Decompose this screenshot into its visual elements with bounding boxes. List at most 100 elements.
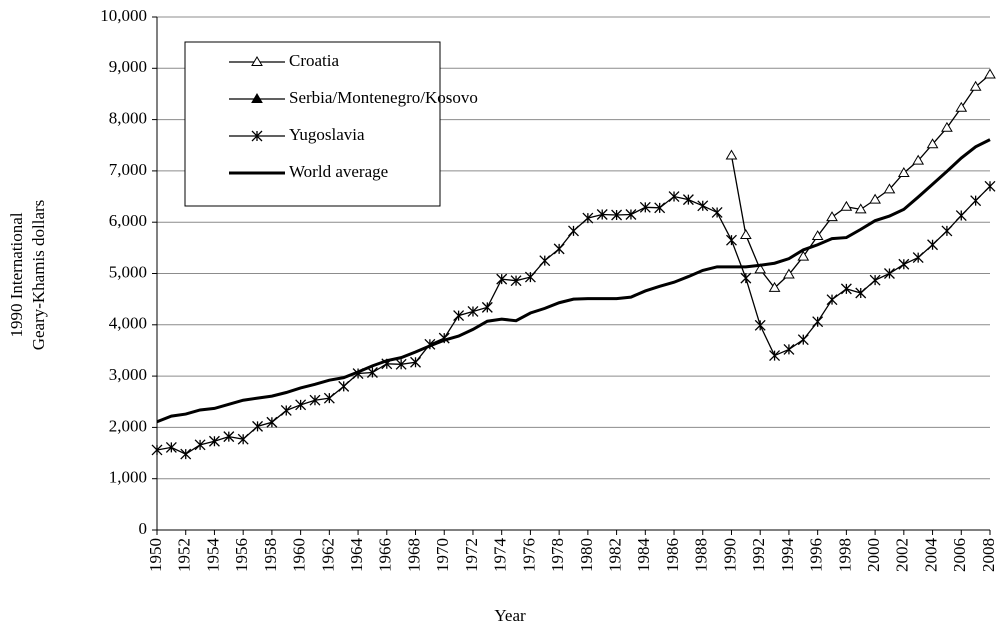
data-point xyxy=(252,420,263,432)
x-tick-label: 2002 xyxy=(893,538,912,572)
x-tick-label: 1992 xyxy=(749,538,768,572)
y-tick-label: 0 xyxy=(139,519,148,538)
data-point xyxy=(739,229,752,240)
data-point xyxy=(625,209,637,220)
y-tick-label: 7,000 xyxy=(109,160,147,179)
data-point xyxy=(783,343,795,355)
x-tick-label: 1974 xyxy=(491,538,510,573)
data-point xyxy=(668,191,680,203)
x-tick-label: 1984 xyxy=(634,538,653,573)
data-point xyxy=(883,183,896,194)
x-tick-label: 1996 xyxy=(807,538,826,572)
data-point xyxy=(941,225,953,237)
data-point xyxy=(280,405,292,416)
data-point xyxy=(926,138,939,149)
y-tick-label: 2,000 xyxy=(109,416,147,435)
legend-label: Serbia/Montenegro/Kosovo xyxy=(289,88,478,107)
data-point xyxy=(410,356,421,368)
data-point xyxy=(869,193,881,204)
data-point xyxy=(295,399,307,411)
data-point xyxy=(898,258,910,270)
data-point xyxy=(754,263,767,274)
data-point xyxy=(682,194,694,206)
data-point xyxy=(266,416,278,428)
data-point xyxy=(955,101,968,112)
y-axis-title: Geary-Khamis dollars xyxy=(29,200,48,351)
data-point xyxy=(208,435,220,447)
x-tick-label: 1986 xyxy=(663,538,682,572)
data-point xyxy=(711,206,723,218)
data-point xyxy=(151,444,163,456)
data-point xyxy=(165,441,177,453)
data-point xyxy=(927,239,939,251)
data-point xyxy=(309,394,321,406)
data-point xyxy=(797,334,809,346)
legend-label: Yugoslavia xyxy=(289,125,365,144)
data-point xyxy=(524,271,536,283)
y-tick-label: 1,000 xyxy=(109,468,147,487)
x-tick-label: 2006 xyxy=(950,538,969,572)
data-point xyxy=(797,250,810,261)
data-point xyxy=(395,358,407,370)
data-point xyxy=(496,273,508,285)
x-tick-label: 1962 xyxy=(318,538,337,572)
data-point xyxy=(596,209,608,220)
legend-label: World average xyxy=(289,162,388,181)
data-point xyxy=(740,272,752,284)
data-point xyxy=(897,166,910,177)
data-point xyxy=(180,448,192,460)
data-point xyxy=(726,234,737,246)
data-point xyxy=(510,275,522,287)
data-point xyxy=(654,202,666,214)
series-line xyxy=(730,73,991,289)
x-tick-label: 1976 xyxy=(519,538,538,572)
data-point xyxy=(970,195,982,207)
x-tick-label: 1968 xyxy=(404,538,423,572)
y-axis-title: 1990 International xyxy=(7,212,26,337)
x-tick-label: 1998 xyxy=(835,538,854,572)
y-tick-label: 6,000 xyxy=(109,211,147,230)
data-point xyxy=(453,310,465,322)
y-tick-label: 3,000 xyxy=(109,365,147,384)
x-tick-label: 1966 xyxy=(376,538,395,572)
data-point xyxy=(869,274,881,286)
x-tick-label: 1970 xyxy=(433,538,452,572)
marker xyxy=(251,93,263,103)
data-point xyxy=(568,225,579,237)
data-point xyxy=(826,211,838,222)
x-tick-label: 1988 xyxy=(692,538,711,572)
data-point xyxy=(768,281,781,292)
data-point xyxy=(366,367,378,378)
x-tick-label: 1982 xyxy=(605,538,624,572)
x-tick-label: 1972 xyxy=(462,538,481,572)
marker xyxy=(251,130,263,142)
x-tick-label: 1952 xyxy=(175,538,194,572)
data-point xyxy=(467,306,479,317)
data-point xyxy=(639,201,651,213)
x-tick-label: 1958 xyxy=(261,538,280,572)
data-point xyxy=(884,268,895,279)
data-point xyxy=(984,180,996,192)
data-point xyxy=(941,121,953,132)
x-tick-label: 1964 xyxy=(347,538,366,573)
data-point xyxy=(840,200,853,211)
x-tick-label: 1990 xyxy=(720,538,739,572)
data-point xyxy=(769,350,781,362)
legend-label: Croatia xyxy=(289,51,339,70)
x-tick-label: 2008 xyxy=(979,538,998,572)
data-point xyxy=(539,255,551,267)
data-point xyxy=(553,243,565,255)
x-axis-title: Year xyxy=(494,606,526,625)
data-point xyxy=(812,316,824,328)
y-tick-label: 10,000 xyxy=(100,6,147,25)
x-tick-label: 1950 xyxy=(146,538,165,572)
data-point xyxy=(826,294,838,306)
data-point xyxy=(840,283,852,295)
data-point xyxy=(582,212,594,224)
data-point xyxy=(338,380,350,392)
x-tick-label: 1980 xyxy=(577,538,596,572)
series-line xyxy=(156,138,991,424)
data-point xyxy=(754,319,766,331)
data-point xyxy=(194,439,206,451)
